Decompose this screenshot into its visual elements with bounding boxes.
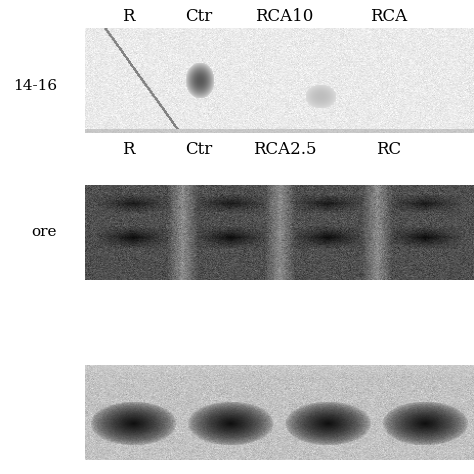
Text: R: R bbox=[122, 8, 134, 25]
Text: RCA: RCA bbox=[370, 8, 407, 25]
Text: R: R bbox=[122, 141, 134, 158]
Text: RC: RC bbox=[376, 141, 401, 158]
Text: RCA2.5: RCA2.5 bbox=[253, 141, 316, 158]
Text: Ctr: Ctr bbox=[185, 8, 213, 25]
Text: Ctr: Ctr bbox=[185, 141, 213, 158]
Text: RCA10: RCA10 bbox=[255, 8, 314, 25]
Text: ore: ore bbox=[31, 225, 57, 239]
Text: 14-16: 14-16 bbox=[13, 79, 57, 93]
